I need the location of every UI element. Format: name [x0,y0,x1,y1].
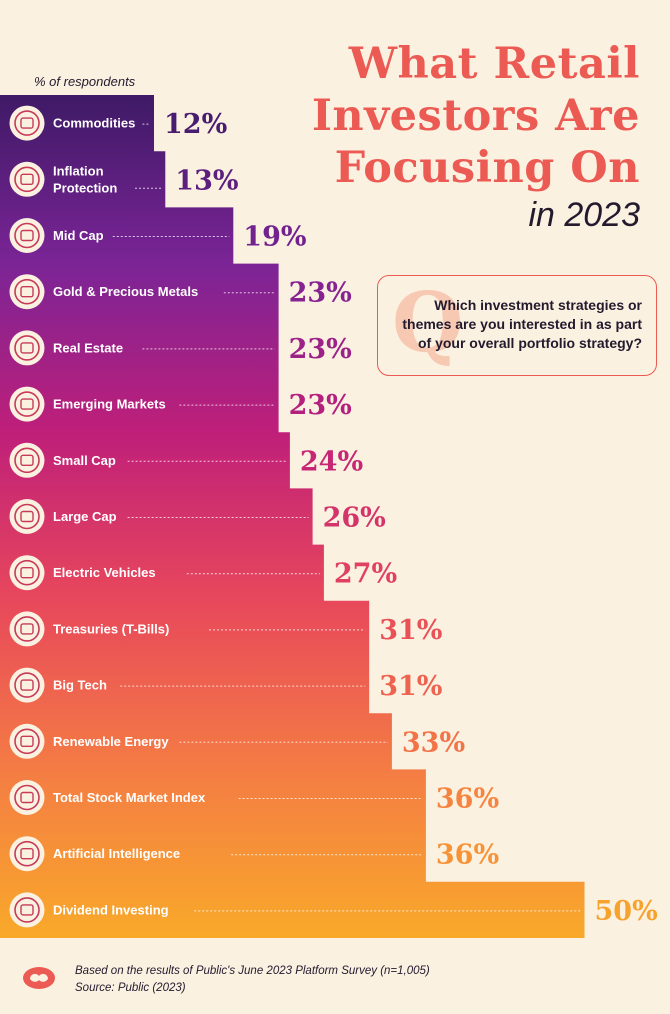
value-label: 13% [175,165,238,196]
category-label: Emerging Markets [53,397,166,412]
category-label: Small Cap [53,453,116,468]
title-line: What Retail [348,39,640,89]
bar-row: Artificial Intelligence 36% [9,836,499,872]
question-mark-letter: Q [392,275,464,371]
bar-row: Mid Cap 19% [9,218,307,253]
value-label: 12% [164,109,227,140]
bar-row: Electric Vehicles 27% [0,545,397,601]
small-cap-coins-icon [9,442,45,478]
bar-row: Treasuries (T-Bills) 31% [9,611,442,647]
electric-vehicle-car-icon [9,555,45,591]
value-label: 23% [289,334,352,365]
category-label: Mid Cap [53,228,104,243]
title-line: Investors Are [311,91,640,141]
category-label: Artificial Intelligence [53,846,180,861]
category-label: Commodities [53,116,135,131]
survey-question-box: Q Which investment strategies or themes … [377,275,657,376]
category-label: Big Tech [53,678,107,693]
bar-staircase [0,95,585,938]
category-label: Real Estate [53,340,123,355]
bar-row: Renewable Energy 33% [9,723,465,759]
commodities-sack-icon [9,105,45,141]
category-label: Inflation [53,163,104,178]
large-cap-money-bag-icon [9,499,45,534]
category-label: Dividend Investing [53,902,169,917]
title-line: Focusing On [334,143,640,193]
bar [0,545,324,601]
category-label: Gold & Precious Metals [53,284,198,299]
artificial-intelligence-robot-icon [9,836,45,872]
bar-row: Big Tech 31% [9,667,442,703]
page-title: What Retail Investors Are Focusing On [240,38,640,194]
value-label: 19% [243,222,306,253]
value-label: 31% [379,671,442,702]
value-label: 36% [436,784,499,815]
value-label: 31% [379,615,442,646]
value-label: 24% [300,446,363,477]
public-logo-icon [23,967,55,989]
inflation-umbrella-icon [9,161,45,197]
bar-row: Small Cap 24% [9,442,363,478]
bar-row: Inflation Protection 13% [9,161,239,197]
axis-unit-label: % of respondents [34,74,136,89]
value-label: 23% [289,278,352,309]
page-subtitle: in 2023 [528,196,640,234]
category-label: Renewable Energy [53,734,169,749]
value-label: 23% [289,390,352,421]
bar-chart: Commodities 12% Inflation Protection 13% Mid … [0,95,658,938]
category-label: Treasuries (T-Bills) [53,621,169,636]
bar [0,488,313,544]
category-label: Total Stock Market Index [53,790,206,805]
real-estate-house-icon [9,330,45,366]
treasury-building-icon [9,611,45,647]
survey-question-text: Which investment strategies or themes ar… [402,297,642,351]
dividend-investing-city-icon [9,892,45,928]
renewable-energy-turbine-icon [9,723,45,759]
footer-note: Based on the results of Public's June 20… [75,963,430,997]
value-label: 50% [595,896,658,927]
bar-row: Total Stock Market Index 36% [9,780,499,815]
value-label: 27% [334,559,397,590]
category-label: Large Cap [53,509,117,524]
bar-row: Large Cap 26% [0,488,386,544]
big-tech-laptop-icon [9,667,45,703]
bar-row: Commodities 12% [9,105,227,141]
mid-cap-bills-icon [9,218,45,253]
source-note: Source: Public (2023) [75,982,186,994]
category-label: Electric Vehicles [53,565,156,580]
bar-row: Dividend Investing 50% [9,892,658,928]
gold-bars-icon [9,274,45,310]
bar-row: Gold & Precious Metals 23% [9,274,352,310]
value-label: 36% [436,840,499,871]
value-label: 33% [402,727,465,758]
bar-row: Emerging Markets 23% [9,386,352,422]
stock-market-basket-icon [9,780,45,815]
survey-note: Based on the results of Public's June 20… [75,965,430,977]
emerging-markets-globe-icon [9,386,45,422]
value-label: 26% [323,503,386,534]
bar-row: Real Estate 23% [9,330,352,366]
category-label: Protection [53,180,117,195]
